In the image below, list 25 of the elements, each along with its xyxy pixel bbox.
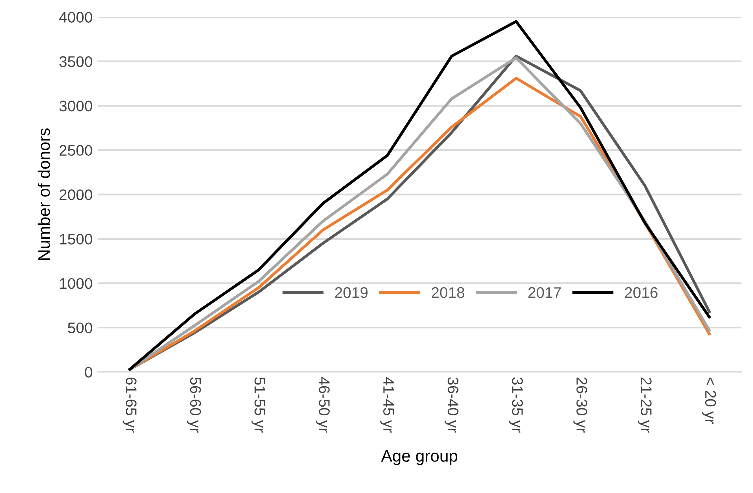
legend-label: 2019 <box>335 287 368 298</box>
y-tick-label: 3500 <box>60 56 92 68</box>
x-tick-label: 61-65 yr <box>122 378 137 433</box>
x-tick-label: 26-30 yr <box>574 378 588 433</box>
y-tick-label: 500 <box>68 322 92 334</box>
legend-label: 2018 <box>432 287 465 298</box>
y-axis-title: Number of donors <box>38 128 50 260</box>
x-tick-label: 31-35 yr <box>509 378 524 433</box>
x-tick-label: 36-40 yr <box>444 378 459 433</box>
legend-label: 2016 <box>625 287 658 298</box>
x-tick-label: 21-25 yr <box>638 378 652 433</box>
y-tick-label: 4000 <box>59 12 92 23</box>
x-tick-label: < 20 yr <box>702 378 716 424</box>
y-tick-label: 1000 <box>60 278 92 290</box>
y-tick-label: 2500 <box>60 145 92 156</box>
y-tick-label: 0 <box>85 367 92 378</box>
legend-label: 2017 <box>528 287 562 298</box>
x-axis-title: Age group <box>381 450 458 466</box>
x-tick-label: 46-50 yr <box>316 377 330 433</box>
x-tick-label: 41-45 yr <box>380 377 394 433</box>
y-tick-label: 2000 <box>60 190 92 200</box>
y-tick-label: 3000 <box>60 100 92 112</box>
y-tick-label: 1500 <box>60 234 92 245</box>
x-tick-label: 56-60 yr <box>187 378 202 433</box>
x-tick-label: 51-55 yr <box>252 378 266 433</box>
